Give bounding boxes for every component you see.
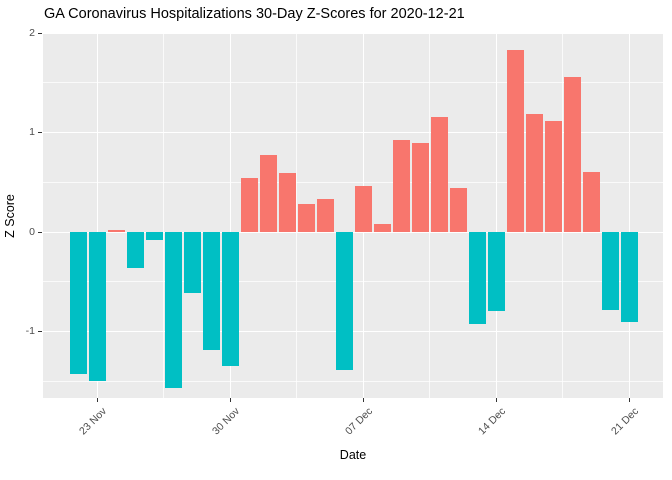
x-tick-mark: [229, 398, 231, 402]
gridline-minor-v: [296, 33, 297, 398]
bar: [221, 232, 239, 367]
gridline-minor-v: [429, 33, 430, 398]
x-tick-mark: [362, 398, 364, 402]
bar: [126, 232, 144, 268]
bar: [354, 186, 372, 232]
bar: [297, 204, 315, 232]
bar: [430, 116, 448, 232]
gridline-minor-h: [43, 181, 663, 183]
gridline-major-v: [495, 33, 497, 398]
x-tick-label: 21 Dec: [608, 405, 641, 438]
y-tick-mark: [38, 331, 42, 332]
gridline-major-v: [628, 33, 630, 398]
bar: [487, 232, 505, 311]
y-tick-mark: [38, 132, 42, 133]
gridline-major-h: [43, 132, 663, 133]
y-tick-label: -1: [25, 325, 35, 337]
bar: [525, 113, 543, 232]
gridline-minor-h: [43, 380, 663, 382]
gridline-minor-v: [163, 33, 164, 398]
bar: [601, 232, 619, 310]
x-tick-label: 30 Nov: [209, 405, 242, 438]
plot-panel: [43, 33, 663, 398]
x-tick-label: 07 Dec: [342, 405, 375, 438]
bar: [202, 232, 220, 351]
bar: [544, 120, 562, 232]
bar: [620, 232, 638, 322]
y-tick-mark: [38, 32, 42, 34]
gridline-major-h: [43, 33, 663, 34]
bar: [145, 232, 163, 240]
bar: [506, 49, 524, 232]
x-axis-title: Date: [339, 448, 367, 462]
x-tick-label: 14 Dec: [475, 405, 508, 438]
y-axis-title: Z Score: [3, 193, 17, 238]
bar: [373, 224, 391, 232]
bar: [392, 140, 410, 232]
y-tick-label: 1: [29, 126, 35, 138]
chart-title: GA Coronavirus Hospitalizations 30-Day Z…: [44, 6, 465, 22]
gridline-major-h: [43, 331, 663, 332]
bar: [164, 232, 182, 389]
x-tick-mark: [628, 398, 630, 402]
bar: [449, 188, 467, 232]
bar: [582, 172, 600, 232]
bar: [240, 178, 258, 232]
bar: [88, 232, 106, 382]
gridline-major-v: [96, 33, 98, 398]
bar: [183, 232, 201, 293]
bar: [107, 230, 125, 232]
bar: [278, 173, 296, 232]
gridline-major-v: [229, 33, 231, 398]
bar: [259, 155, 277, 232]
gridline-minor-h: [43, 82, 663, 84]
y-tick-label: 2: [29, 26, 35, 39]
bar: [468, 232, 486, 324]
gridline-minor-h: [43, 281, 663, 283]
bar: [563, 76, 581, 232]
bar: [335, 232, 353, 371]
y-tick-mark: [38, 231, 42, 233]
gridline-major-h: [43, 231, 663, 233]
x-tick-mark: [96, 398, 98, 402]
bar: [316, 199, 334, 232]
y-tick-label: 0: [29, 225, 35, 238]
x-tick-mark: [495, 398, 497, 402]
x-tick-label: 23 Nov: [76, 405, 109, 438]
bar: [411, 143, 429, 232]
bar: [69, 232, 87, 375]
gridline-minor-v: [562, 33, 563, 398]
